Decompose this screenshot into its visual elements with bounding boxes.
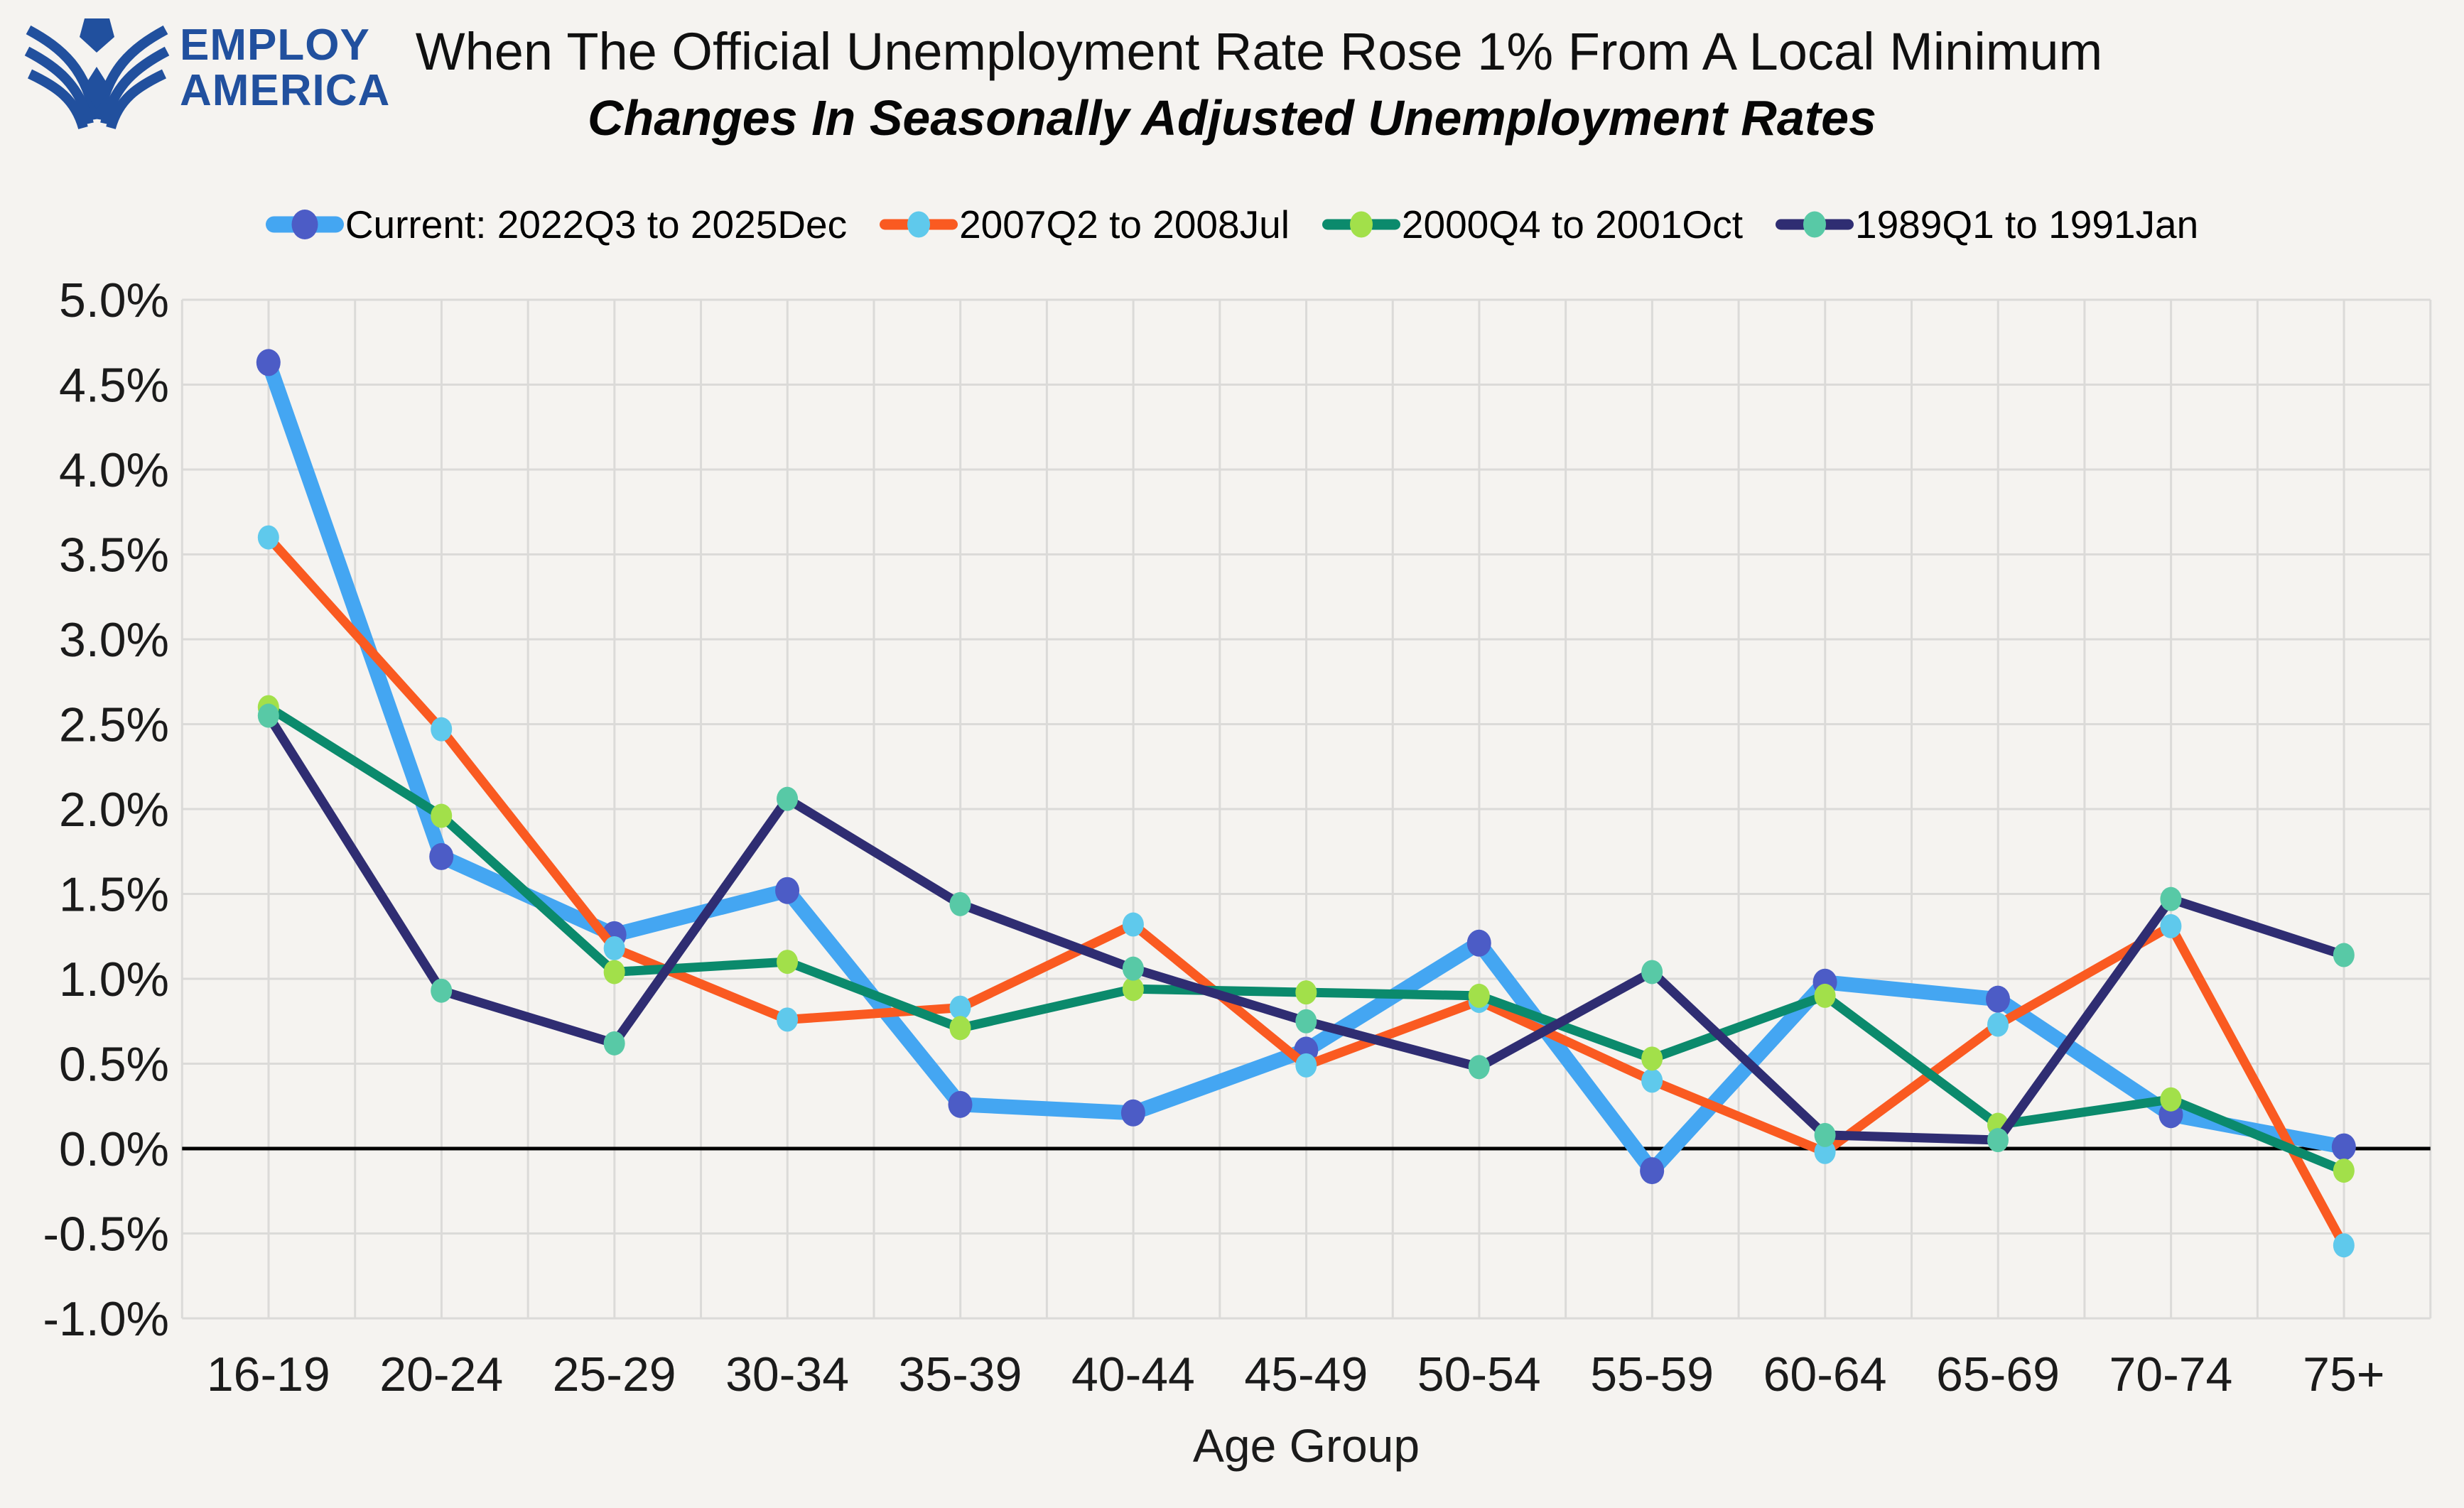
data-point — [2333, 943, 2355, 967]
data-point — [429, 842, 454, 870]
page-subtitle: Changes In Seasonally Adjusted Unemploym… — [588, 90, 1876, 146]
legend-swatch — [1322, 202, 1400, 247]
data-point — [1814, 1139, 1836, 1164]
legend-item-current[interactable]: Current: 2022Q3 to 2025Dec — [265, 202, 848, 247]
legend-marker-swatch — [1803, 211, 1826, 238]
data-point — [256, 349, 281, 376]
y-tick-label: 3.0% — [59, 613, 169, 667]
data-point — [1295, 980, 1317, 1005]
data-point — [775, 877, 800, 904]
data-point — [777, 1007, 799, 1032]
data-point — [1641, 1046, 1663, 1071]
x-tick-label: 55-59 — [1590, 1347, 1714, 1401]
logo-text-line2: AMERICA — [180, 66, 391, 115]
data-point — [777, 950, 799, 975]
x-tick-label: 70-74 — [2109, 1347, 2232, 1401]
legend-item-2000[interactable]: 2000Q4 to 2001Oct — [1322, 202, 1743, 247]
legend-label: Current: 2022Q3 to 2025Dec — [345, 202, 848, 246]
y-tick-label: 2.5% — [59, 698, 169, 752]
data-point — [2333, 1159, 2355, 1183]
x-tick-label: 30-34 — [725, 1347, 849, 1401]
x-tick-label: 50-54 — [1417, 1347, 1541, 1401]
data-point — [431, 717, 453, 742]
x-axis-title: Age Group — [1193, 1419, 1420, 1472]
y-tick-label: 0.0% — [59, 1122, 169, 1176]
legend-label: 2000Q4 to 2001Oct — [1401, 202, 1743, 246]
data-point — [1814, 983, 1836, 1008]
legend-marker-swatch — [907, 211, 931, 238]
x-tick-label: 20-24 — [379, 1347, 503, 1401]
data-point — [2160, 1087, 2182, 1112]
data-point — [1468, 1055, 1490, 1080]
x-tick-label: 65-69 — [1936, 1347, 2060, 1401]
data-point — [257, 525, 279, 550]
y-tick-label: 4.5% — [59, 359, 169, 413]
y-tick-label: -1.0% — [43, 1292, 169, 1346]
y-tick-label: 4.0% — [59, 443, 169, 497]
data-point — [2331, 1133, 2356, 1161]
eagle-wings-icon — [24, 18, 170, 130]
legend-marker-swatch — [1349, 211, 1373, 238]
data-point — [1295, 1053, 1317, 1078]
legend-item-2007[interactable]: 2007Q2 to 2008Jul — [880, 202, 1290, 247]
data-point — [2160, 886, 2182, 911]
chart-legend: Current: 2022Q3 to 2025Dec 2007Q2 to 200… — [0, 202, 2464, 247]
data-point — [1641, 1068, 1663, 1093]
data-point — [777, 786, 799, 811]
data-point — [431, 978, 453, 1003]
y-tick-label: 1.0% — [59, 953, 169, 1007]
x-tick-label: 35-39 — [899, 1347, 1022, 1401]
legend-swatch — [880, 202, 958, 247]
legend-marker-swatch — [291, 210, 318, 239]
data-point — [603, 960, 625, 984]
x-tick-label: 40-44 — [1071, 1347, 1195, 1401]
data-point — [1640, 1157, 1665, 1185]
x-tick-label: 25-29 — [553, 1347, 676, 1401]
data-point — [1641, 960, 1663, 984]
data-point — [1122, 977, 1144, 1002]
data-point — [948, 1090, 973, 1118]
y-tick-label: 2.0% — [59, 783, 169, 837]
data-point — [2333, 1233, 2355, 1258]
page-title: When The Official Unemployment Rate Rose… — [415, 22, 2103, 81]
data-point — [1468, 983, 1490, 1008]
data-point — [949, 891, 971, 916]
data-point — [603, 1031, 625, 1056]
legend-swatch — [1776, 202, 1854, 247]
data-point — [1986, 985, 2010, 1013]
y-tick-label: 5.0% — [59, 273, 169, 327]
y-tick-label: 1.5% — [59, 868, 169, 922]
logo-text-line1: EMPLOY — [180, 21, 370, 70]
data-point — [949, 1016, 971, 1041]
legend-label: 1989Q1 to 1991Jan — [1855, 202, 2199, 246]
x-tick-label: 60-64 — [1763, 1347, 1887, 1401]
legend-label: 2007Q2 to 2008Jul — [959, 202, 1290, 246]
data-point — [1814, 1122, 1836, 1147]
x-tick-label: 16-19 — [207, 1347, 330, 1401]
data-point — [949, 995, 971, 1020]
data-point — [1122, 912, 1144, 937]
employ-america-logo: EMPLOY AMERICA — [24, 16, 390, 138]
data-point — [1295, 1009, 1317, 1034]
data-point — [1120, 1099, 1145, 1127]
data-point — [1122, 956, 1144, 981]
data-point — [603, 935, 625, 960]
x-tick-label: 45-49 — [1244, 1347, 1368, 1401]
data-point — [2160, 913, 2182, 938]
x-tick-label: 75+ — [2303, 1347, 2384, 1401]
data-point — [431, 803, 453, 828]
data-point — [1466, 929, 1491, 957]
legend-swatch — [265, 202, 344, 247]
data-point — [1987, 1012, 2009, 1037]
y-tick-label: -0.5% — [43, 1208, 169, 1262]
data-point — [257, 703, 279, 728]
legend-item-1989[interactable]: 1989Q1 to 1991Jan — [1776, 202, 2198, 247]
data-point — [1987, 1128, 2009, 1153]
y-tick-label: 3.5% — [59, 528, 169, 582]
y-tick-label: 0.5% — [59, 1038, 169, 1092]
